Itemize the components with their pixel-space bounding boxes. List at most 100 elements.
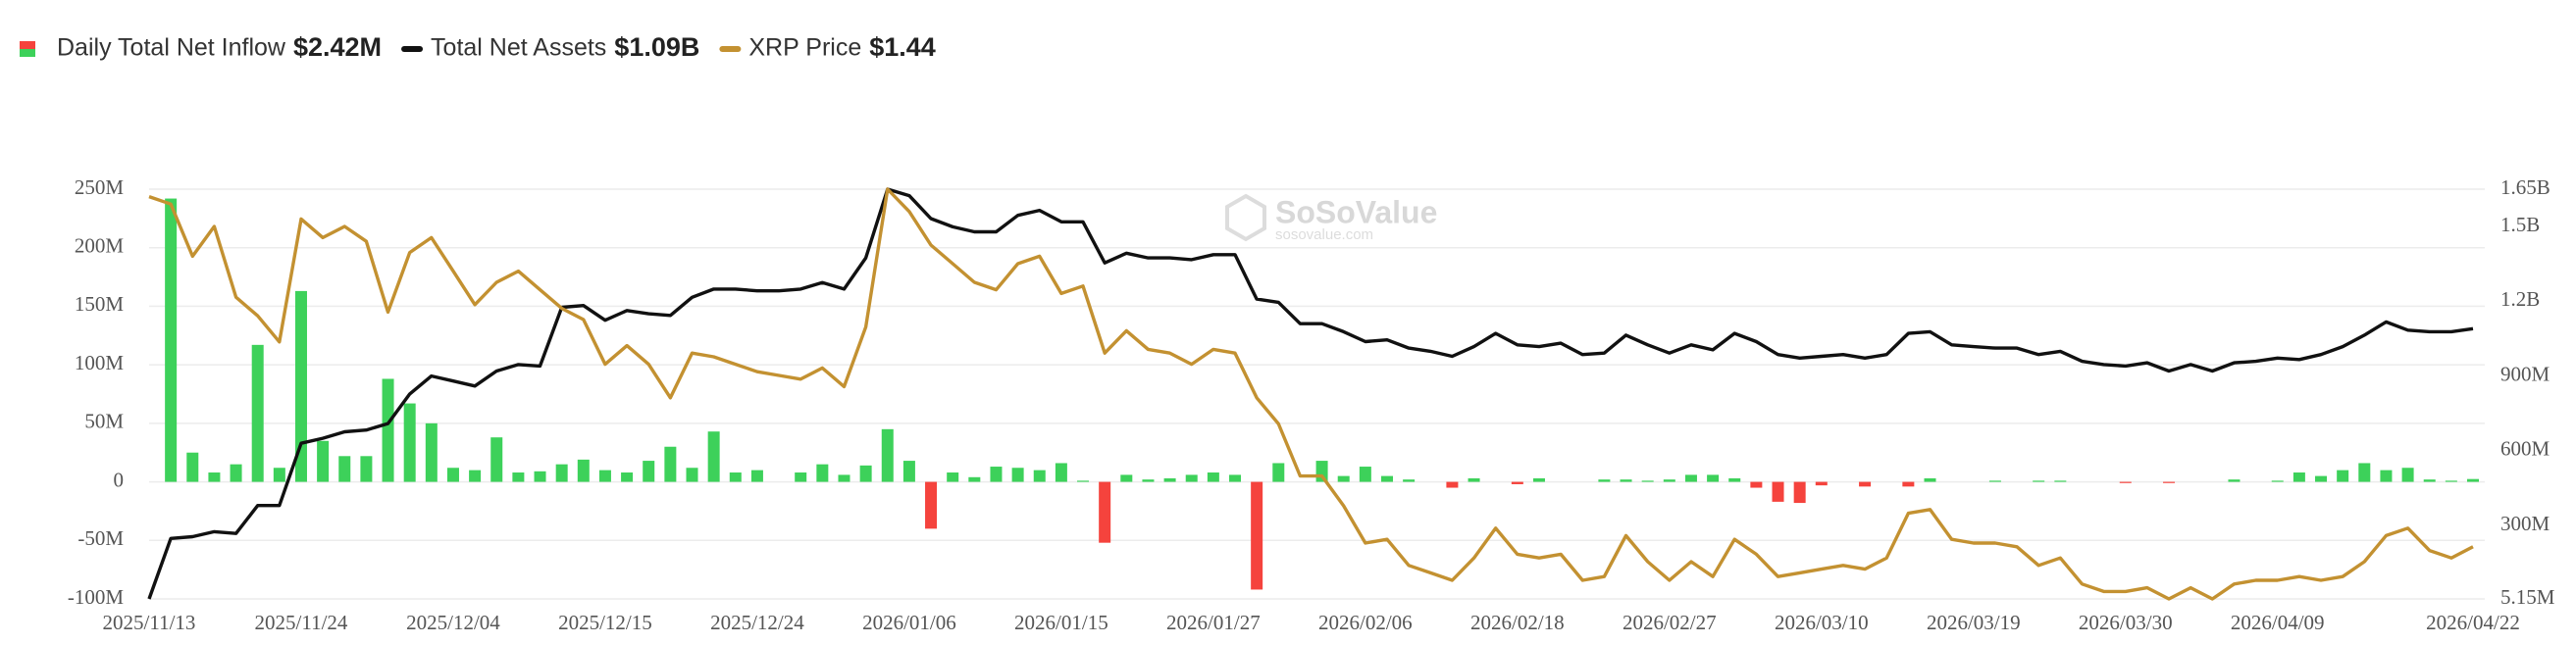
x-tick-label: 2026/04/22 xyxy=(2426,611,2520,634)
bar xyxy=(1142,479,1155,482)
bar xyxy=(1728,477,1741,482)
bar xyxy=(2119,481,2132,483)
bar xyxy=(1229,474,1242,482)
bar xyxy=(838,474,850,482)
y-tick-label: 200M xyxy=(75,234,125,258)
x-tick-label: 2025/12/24 xyxy=(710,611,804,634)
bar xyxy=(1902,481,1915,487)
line xyxy=(148,187,2474,601)
x-tick-label: 2026/01/15 xyxy=(1014,611,1108,634)
y-tick-label: -100M xyxy=(68,585,124,609)
bar xyxy=(2033,480,2045,482)
bar xyxy=(1055,463,1067,482)
bar xyxy=(1684,474,1697,482)
bar xyxy=(403,403,416,482)
bar xyxy=(1598,479,1611,482)
bar xyxy=(902,461,915,482)
x-tick-label: 2026/02/18 xyxy=(1470,611,1565,634)
bar xyxy=(621,472,634,482)
watermark-subtitle: sosovalue.com xyxy=(1275,226,1373,243)
bar xyxy=(317,440,330,482)
bar xyxy=(1099,481,1111,543)
bar xyxy=(230,464,242,482)
legend-label: XRP Price xyxy=(748,34,861,62)
bar xyxy=(1337,475,1350,482)
bar xyxy=(816,464,829,482)
bar xyxy=(2337,470,2349,482)
x-tick-label: 2025/11/24 xyxy=(255,611,348,634)
bar xyxy=(2401,468,2414,482)
bar xyxy=(1663,479,1675,482)
x-tick-label: 2026/03/30 xyxy=(2079,611,2173,634)
x-tick-label: 2026/01/27 xyxy=(1166,611,1261,634)
x-tick-label: 2025/11/13 xyxy=(103,611,196,634)
legend-value: $1.44 xyxy=(869,32,936,62)
bar xyxy=(425,422,438,482)
bar xyxy=(1772,481,1784,502)
x-tick-label: 2025/12/15 xyxy=(558,611,652,634)
x-tick-label: 2025/12/04 xyxy=(406,611,500,634)
x-tick-label: 2026/03/10 xyxy=(1775,611,1869,634)
legend-swatch xyxy=(401,46,424,52)
bar xyxy=(750,470,763,482)
bar xyxy=(165,198,178,482)
bar xyxy=(1077,480,1090,482)
bar xyxy=(795,472,807,482)
y2-tick-label: 300M xyxy=(2500,512,2550,535)
legend-value: $2.42M xyxy=(293,32,382,62)
bar xyxy=(1380,475,1393,482)
bar xyxy=(598,470,611,482)
bar xyxy=(534,471,546,482)
bar xyxy=(1988,480,2001,482)
bar xyxy=(1359,467,1371,482)
y2-tick-label: 5.15M xyxy=(2500,585,2555,609)
x-tick-label: 2026/04/09 xyxy=(2231,611,2325,634)
bar xyxy=(512,472,525,482)
bar xyxy=(1163,477,1176,482)
bar xyxy=(1641,480,1654,482)
x-tick-label: 2026/03/19 xyxy=(1927,611,2021,634)
bar xyxy=(273,468,285,482)
bar xyxy=(251,344,264,482)
bar xyxy=(881,428,894,482)
bar xyxy=(2380,470,2393,482)
bar xyxy=(2054,480,2067,482)
bar xyxy=(1468,477,1480,482)
bar xyxy=(2293,472,2305,482)
bar xyxy=(859,465,872,482)
bar xyxy=(1033,470,1046,482)
bar xyxy=(1859,481,1872,487)
bar xyxy=(1750,481,1763,488)
bar xyxy=(490,437,503,482)
bar xyxy=(686,468,698,482)
bar xyxy=(1207,472,1219,482)
legend-item: Total Net Assets $1.09B xyxy=(401,32,699,62)
bar xyxy=(1707,474,1720,482)
bar xyxy=(1446,481,1459,488)
legend-swatch xyxy=(20,41,35,49)
bar xyxy=(1272,463,1285,482)
bar xyxy=(360,456,373,482)
bar xyxy=(968,476,981,482)
bar xyxy=(729,472,742,482)
bar xyxy=(1185,474,1198,482)
bar xyxy=(990,467,1003,482)
watermark-logo xyxy=(1225,193,1266,242)
bar xyxy=(1011,468,1024,482)
bar xyxy=(1251,481,1263,590)
y-tick-label: -50M xyxy=(77,526,124,550)
legend-swatch xyxy=(20,49,35,57)
bar xyxy=(1403,479,1416,482)
bar xyxy=(1120,474,1133,482)
bar xyxy=(2467,478,2479,482)
legend-swatch xyxy=(719,46,742,52)
watermark-title: SoSoValue xyxy=(1275,194,1437,229)
bar xyxy=(555,464,568,482)
bar xyxy=(664,446,677,482)
bar xyxy=(1620,479,1632,482)
y-tick-label: 0 xyxy=(114,468,125,491)
y2-tick-label: 1.65B xyxy=(2500,175,2550,199)
